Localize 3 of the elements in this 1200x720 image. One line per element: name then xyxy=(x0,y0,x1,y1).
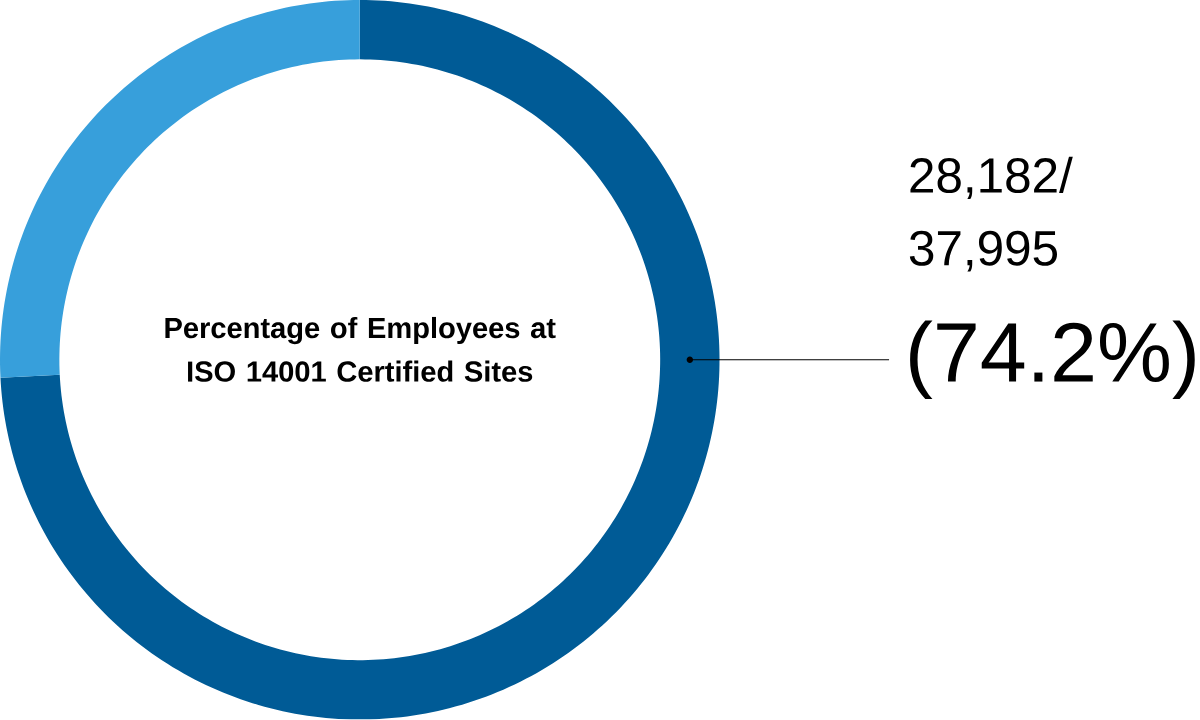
text: 28,182/ 37,995 xyxy=(909,157,1073,272)
text: Percentage of Employees at ISO 14001 Certified Sites xyxy=(165,317,556,383)
data-label: (74.2%) xyxy=(910,320,1195,400)
